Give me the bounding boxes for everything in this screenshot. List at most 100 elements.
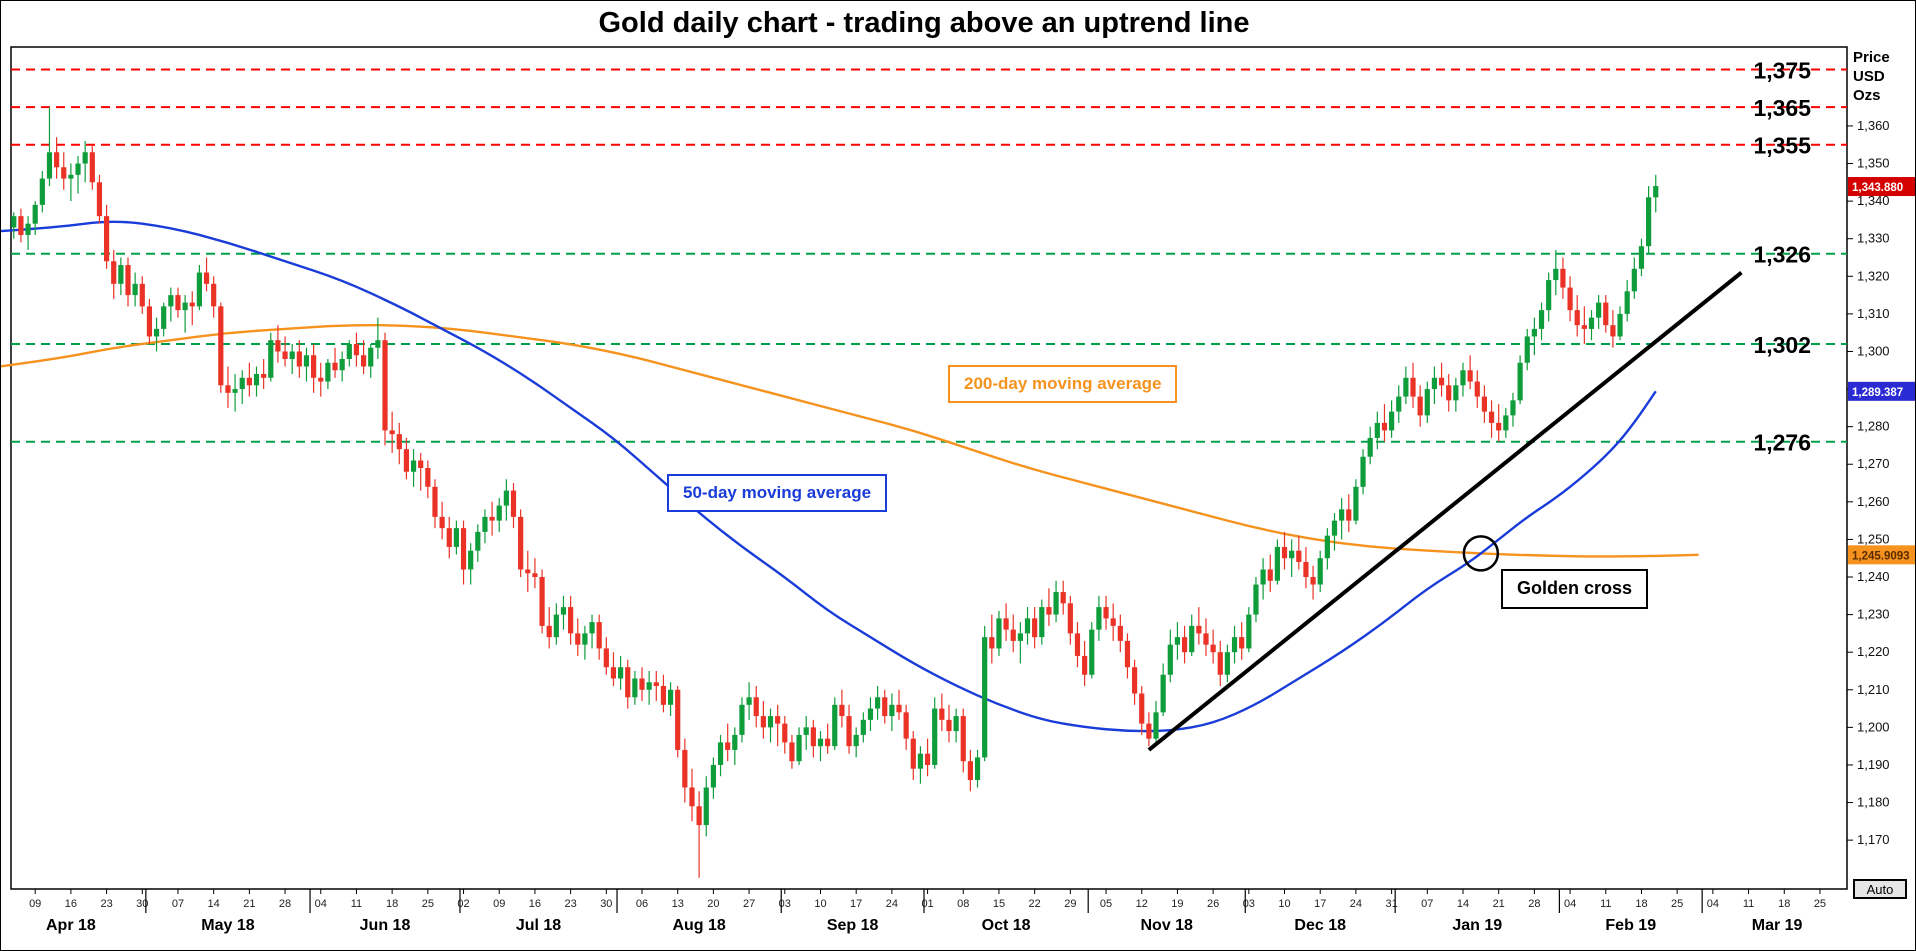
candle-body — [1160, 674, 1166, 713]
candle-body — [275, 340, 281, 352]
svg-text:1,302: 1,302 — [1753, 332, 1811, 358]
candle-body — [917, 753, 924, 769]
candle-body — [924, 753, 931, 765]
candle-body — [746, 697, 752, 705]
svg-text:1,245.9093: 1,245.9093 — [1852, 550, 1910, 562]
candle-body — [1017, 633, 1023, 641]
candle-body — [346, 343, 352, 359]
chart-title: Gold daily chart - trading above an uptr… — [598, 7, 1250, 39]
candle-body — [175, 295, 181, 311]
candle-body — [1253, 584, 1259, 615]
candle-body — [1267, 569, 1273, 581]
candle-body — [689, 787, 695, 807]
candle-body — [1339, 509, 1345, 521]
candle-body — [1089, 629, 1095, 675]
candle-body — [353, 343, 360, 356]
svg-text:May 18: May 18 — [201, 917, 254, 934]
candle-body — [339, 358, 345, 371]
candle-body — [1581, 325, 1587, 329]
svg-text:1,365: 1,365 — [1753, 95, 1811, 121]
candle-body — [1503, 415, 1509, 431]
candle-body — [610, 667, 617, 679]
candle-body — [25, 223, 31, 235]
candle-body — [1531, 328, 1537, 337]
candle-body — [1324, 535, 1330, 559]
candle-body — [675, 689, 681, 750]
svg-text:Nov 18: Nov 18 — [1140, 917, 1193, 934]
candle-body — [403, 449, 410, 472]
candle-body — [1010, 629, 1016, 641]
candle-body — [1617, 313, 1623, 337]
candle-body — [1446, 385, 1452, 401]
candle-body — [82, 152, 88, 164]
candle-body — [810, 727, 816, 747]
candle-body — [1310, 577, 1316, 585]
candle-body — [1082, 655, 1088, 675]
candle-body — [1438, 377, 1445, 386]
svg-text:30: 30 — [136, 898, 148, 910]
candle-body — [667, 689, 674, 705]
candle-body — [596, 622, 602, 649]
candle-body — [518, 516, 524, 570]
candle-body — [617, 667, 624, 679]
candle-body — [61, 167, 67, 179]
svg-text:1,170: 1,170 — [1857, 832, 1890, 847]
candle-body — [1217, 652, 1223, 675]
candle-body — [1032, 618, 1038, 638]
svg-text:08: 08 — [957, 898, 969, 910]
svg-text:11: 11 — [351, 898, 362, 910]
svg-text:10: 10 — [814, 898, 826, 910]
svg-text:19: 19 — [1171, 898, 1183, 910]
svg-text:1,260: 1,260 — [1857, 494, 1890, 509]
svg-text:29: 29 — [1064, 898, 1076, 910]
candle-body — [846, 716, 852, 747]
svg-text:04: 04 — [1707, 898, 1719, 910]
candle-body — [1374, 422, 1380, 438]
svg-text:28: 28 — [1528, 898, 1540, 910]
svg-text:04: 04 — [1564, 898, 1576, 910]
svg-text:23: 23 — [100, 898, 112, 910]
svg-text:12: 12 — [1136, 898, 1148, 910]
auto-button[interactable]: Auto — [1853, 879, 1907, 899]
candle-body — [1146, 723, 1152, 739]
candle-body — [239, 377, 245, 390]
candle-body — [625, 667, 631, 698]
candle-body — [1117, 625, 1123, 641]
candle-body — [161, 306, 167, 329]
candle-body — [1496, 422, 1502, 431]
svg-text:01: 01 — [921, 898, 933, 910]
candle-body — [203, 272, 210, 284]
svg-text:1,250: 1,250 — [1857, 531, 1890, 546]
svg-text:1,330: 1,330 — [1857, 231, 1890, 246]
candle-body — [1638, 246, 1645, 269]
candle-body — [232, 389, 238, 393]
candle-body — [560, 607, 567, 615]
candle-body — [1381, 422, 1388, 431]
candle-body — [1203, 633, 1209, 645]
golden-cross-callout: Golden cross — [1501, 569, 1649, 609]
candle-body — [653, 682, 659, 687]
candle-body — [439, 516, 445, 529]
svg-text:1,210: 1,210 — [1857, 682, 1890, 697]
candle-body — [525, 569, 531, 574]
time-axis: 09 16 23 30 07 14 21 28 04 11 18 25 02 09 16 23 30 06 13 20… — [29, 889, 1826, 934]
svg-text:1,280: 1,280 — [1857, 419, 1890, 434]
price-axis-unit-usd: USD — [1853, 68, 1885, 85]
ma200-callout: 200-day moving average — [948, 365, 1178, 404]
candle-body — [1453, 385, 1459, 401]
svg-text:31: 31 — [1385, 898, 1397, 910]
svg-text:Dec 18: Dec 18 — [1294, 917, 1346, 934]
svg-text:1,230: 1,230 — [1857, 607, 1890, 622]
candle-body — [475, 531, 481, 551]
candle-body — [946, 719, 952, 732]
candle-body — [289, 351, 295, 359]
svg-text:10: 10 — [1278, 898, 1290, 910]
candle-body — [760, 716, 766, 728]
candle-body — [1067, 603, 1073, 634]
candle-body — [146, 306, 153, 337]
candle-body — [1596, 302, 1602, 318]
candle-body — [1424, 389, 1430, 416]
candle-body — [1189, 625, 1195, 653]
svg-text:Aug 18: Aug 18 — [672, 917, 725, 934]
candle-body — [389, 430, 395, 435]
